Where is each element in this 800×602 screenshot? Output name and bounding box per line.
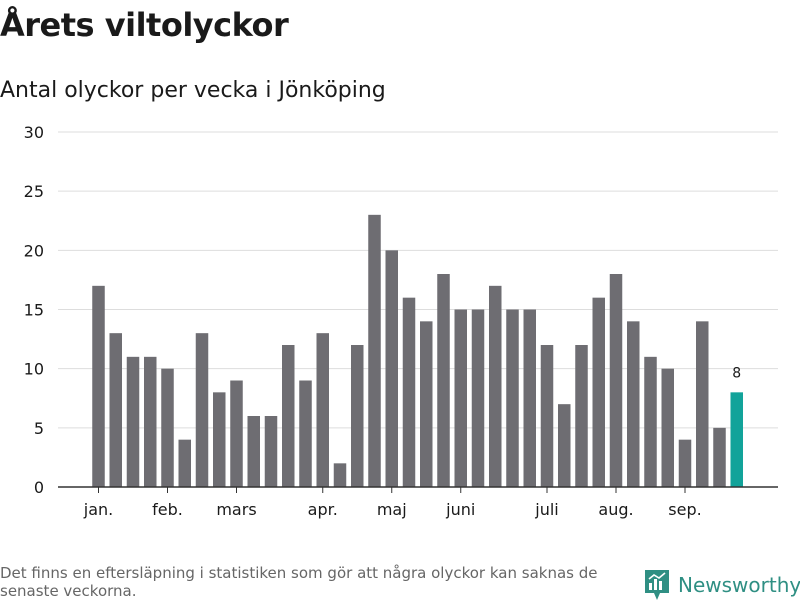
chart-subtitle: Antal olyckor per vecka i Jönköping xyxy=(0,78,386,103)
bar xyxy=(523,309,536,487)
bar-chart: 0 5 10 15 20 25 30 jan. feb. mars apr. maj juni juli… xyxy=(24,123,778,519)
y-tick-label: 10 xyxy=(24,360,44,379)
bar xyxy=(575,345,588,487)
bar xyxy=(299,380,312,487)
chart-title: Årets viltolyckor xyxy=(0,6,289,44)
x-tick-label: aug. xyxy=(598,500,633,519)
newsworthy-logo-icon xyxy=(645,570,669,600)
bar xyxy=(644,356,657,487)
bar xyxy=(368,214,381,488)
bar xyxy=(678,439,692,487)
x-tick-label: feb. xyxy=(152,500,183,519)
bar xyxy=(506,309,519,487)
bar xyxy=(471,309,485,487)
brand-logo: Newsworthy xyxy=(644,568,800,602)
x-tick-label: maj xyxy=(377,500,407,519)
bar-highlighted xyxy=(730,392,743,487)
bar xyxy=(109,333,122,487)
bar xyxy=(558,404,571,487)
y-axis-ticks: 0 5 10 15 20 25 30 xyxy=(24,123,44,497)
bars xyxy=(92,214,743,488)
bar xyxy=(92,285,105,487)
bar xyxy=(178,439,191,487)
bar xyxy=(402,297,416,487)
x-tick-label: juli xyxy=(534,500,558,519)
bar xyxy=(592,297,605,487)
bar xyxy=(489,285,502,487)
y-tick-label: 0 xyxy=(34,478,44,497)
bar xyxy=(385,250,398,487)
x-axis-ticks: jan. feb. mars apr. maj juni juli aug. sep. xyxy=(83,487,702,519)
bar xyxy=(540,345,554,487)
data-labels: 8 xyxy=(732,365,741,381)
bar xyxy=(627,321,640,487)
x-tick-label: apr. xyxy=(308,500,338,519)
bar xyxy=(333,463,347,487)
bar xyxy=(696,321,709,487)
bar xyxy=(713,427,726,487)
x-tick-label: sep. xyxy=(668,500,701,519)
y-tick-label: 15 xyxy=(24,301,44,320)
y-tick-label: 20 xyxy=(24,241,44,260)
y-tick-label: 25 xyxy=(24,182,44,201)
bar xyxy=(213,392,226,487)
bar xyxy=(247,416,260,487)
bar xyxy=(454,309,467,487)
bar xyxy=(126,356,140,487)
bar xyxy=(144,356,157,487)
bar xyxy=(437,274,450,487)
x-tick-label: mars xyxy=(216,500,256,519)
x-tick-label: juni xyxy=(445,500,475,519)
bar xyxy=(609,274,623,487)
bar xyxy=(316,333,329,487)
brand-name: Newsworthy xyxy=(678,573,800,597)
bar xyxy=(420,321,433,487)
bar xyxy=(161,368,174,487)
bar xyxy=(195,333,209,487)
bar xyxy=(264,416,278,487)
bar xyxy=(661,368,674,487)
bar xyxy=(351,345,364,487)
y-tick-label: 5 xyxy=(34,419,44,438)
bar-value-label: 8 xyxy=(732,365,741,381)
bar xyxy=(230,380,243,487)
y-tick-label: 30 xyxy=(24,123,44,142)
gridlines xyxy=(58,131,778,429)
x-tick-label: jan. xyxy=(83,500,113,519)
footnote: Det finns en eftersläpning i statistiken… xyxy=(0,564,598,600)
bar xyxy=(282,345,295,487)
